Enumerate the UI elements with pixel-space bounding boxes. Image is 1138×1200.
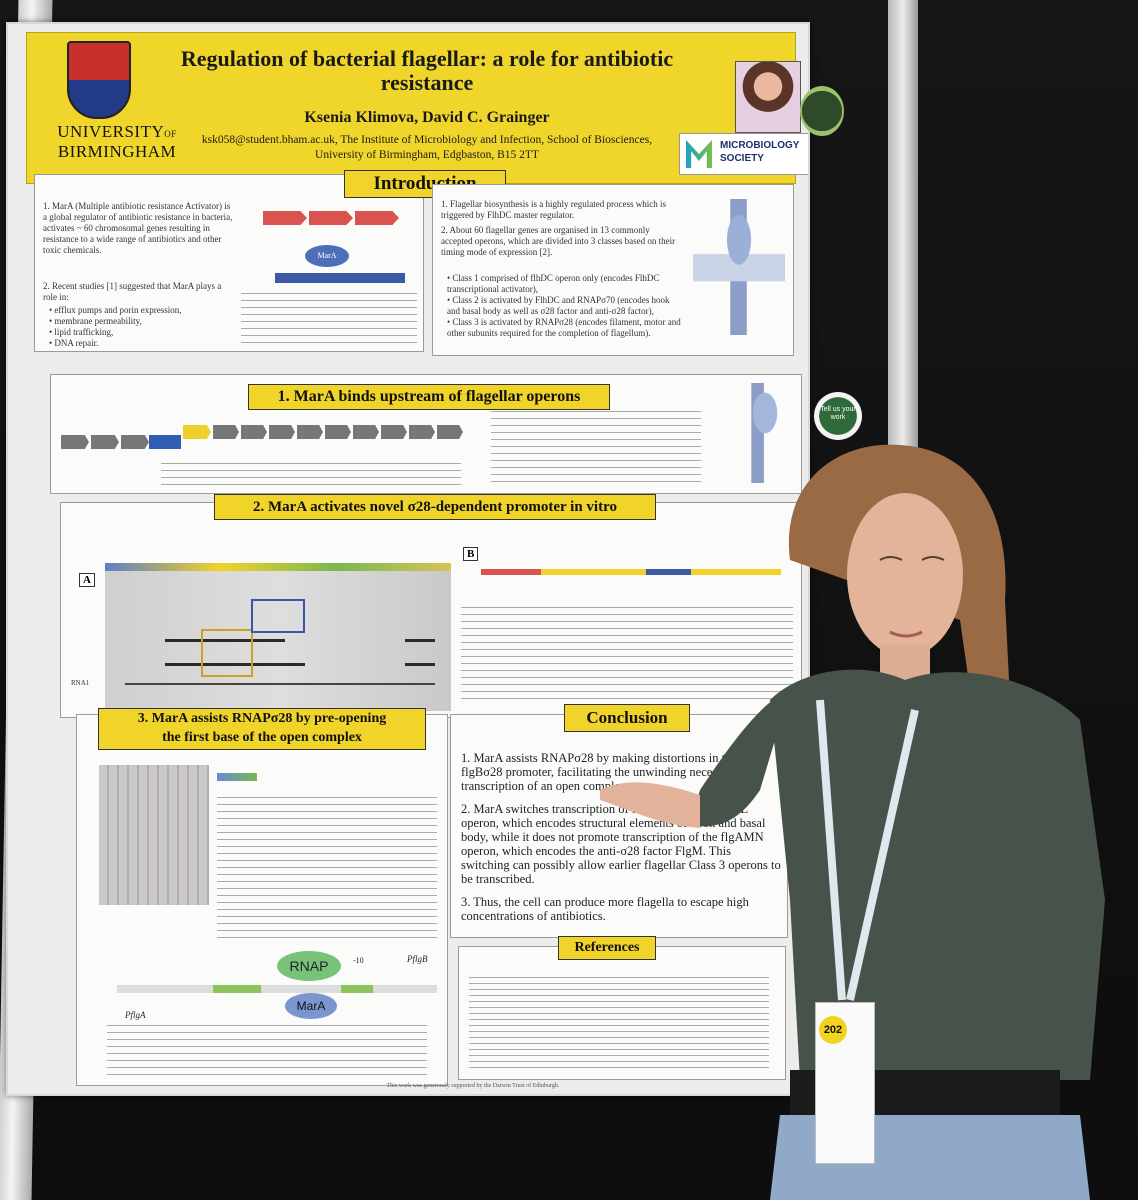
gel-image-a [105, 569, 451, 711]
board-frame-right [888, 0, 918, 450]
gel-highlight-box-1 [201, 629, 253, 677]
poster-banner: UNIVERSITYOF BIRMINGHAM Regulation of ba… [26, 32, 808, 184]
badge-number: 202 [819, 1016, 847, 1044]
microbiology-society-logo: MICROBIOLOGY SOCIETY [679, 133, 808, 175]
author-photo [735, 61, 801, 133]
marbox-line [275, 273, 405, 283]
references-list [469, 977, 769, 1073]
gel-band-3 [405, 639, 435, 642]
references-panel [458, 946, 786, 1080]
figure-7-caption [107, 1025, 427, 1077]
board-sticker-green [800, 86, 844, 136]
intro-list: • efflux pumps and porin expression, • m… [49, 305, 182, 348]
flg-gene-l [437, 425, 463, 439]
intro-right-text: 1. Flagellar biosynthesis is a highly re… [441, 199, 666, 220]
flg-gene-k [409, 425, 435, 439]
mara-shape: MarA [285, 993, 337, 1019]
section-3-header: 3. MarA assists RNAPσ28 by pre-opening th… [98, 708, 426, 750]
flg-gene-g [297, 425, 323, 439]
figure-1-caption [241, 293, 417, 345]
footprint-legend-bar [217, 773, 257, 781]
board-sticker-work: Tell us your work [814, 392, 862, 440]
flg-gene-d [213, 425, 239, 439]
pflga-label: PflgA [125, 1010, 146, 1020]
flg-gene-e [241, 425, 267, 439]
figure-3-caption [161, 463, 461, 485]
flg-gene-f [269, 425, 295, 439]
section-2-panel: A RNA1 B [60, 502, 802, 718]
university-name: UNIVERSITYOF BIRMINGHAM [57, 122, 177, 161]
gel-band-2 [165, 663, 305, 666]
conclusion-text: 1. MarA assists RNAPσ28 by making distor… [461, 751, 781, 932]
section-1-header: 1. MarA binds upstream of flagellar oper… [248, 384, 610, 410]
society-m-icon [686, 140, 712, 168]
flg-gene-a [61, 435, 89, 449]
intergenic-region-scheme [481, 569, 781, 575]
figure-6-caption [217, 797, 437, 943]
flg-gene-i [353, 425, 379, 439]
scientific-poster: UNIVERSITYOF BIRMINGHAM Regulation of ba… [6, 22, 810, 1096]
intro-left-text: 1. MarA (Multiple antibiotic resistance … [43, 201, 233, 255]
conclusion-point-1: 1. MarA assists RNAPσ28 by making distor… [461, 751, 768, 793]
figure-4-caption [491, 411, 701, 487]
poster-authors: Ksenia Klimova, David C. Grainger [304, 109, 550, 126]
marbox-rect [149, 435, 181, 449]
gel-band-1 [165, 639, 285, 642]
gel-highlight-box-2 [251, 599, 305, 633]
flg-gene-b [91, 435, 119, 449]
gel-condition-bar [105, 563, 451, 571]
flgb-gene [183, 425, 211, 439]
gel-image-footprint [99, 765, 209, 905]
marb-gene [355, 211, 399, 225]
figure-5-caption [461, 607, 793, 705]
section-3-panel: RNAP MarA -10 PflgB PflgA [76, 714, 448, 1086]
promoter-sequence [117, 985, 437, 993]
university-crest-icon [67, 41, 131, 119]
rnap-shape: RNAP [277, 951, 341, 981]
poster-footer: This work was generously supported by th… [386, 1083, 560, 1089]
references-header: References [558, 936, 656, 960]
conclusion-point-3: 3. Thus, the cell can produce more flage… [461, 895, 749, 923]
intro-right-text-2: 2. About 60 flagellar genes are organise… [441, 225, 676, 257]
poster-affiliation: ksk058@student.bham.ac.uk, The Institute… [201, 134, 653, 161]
conclusion-point-2: 2. MarA switches transcription of the fl… [461, 802, 781, 886]
intro-left-panel: 1. MarA (Multiple antibiotic resistance … [34, 174, 424, 352]
section-2-header: 2. MarA activates novel σ28-dependent pr… [214, 494, 656, 520]
rna1-label: RNA1 [71, 679, 90, 687]
conclusion-header: Conclusion [564, 704, 690, 732]
conclusion-panel: 1. MarA assists RNAPσ28 by making distor… [450, 714, 788, 938]
mara-gene [309, 211, 353, 225]
intro-classes: • Class 1 comprised of flhDC operon only… [447, 273, 681, 338]
intro-right-panel: 1. Flagellar biosynthesis is a highly re… [432, 184, 794, 356]
flg-gene-h [325, 425, 351, 439]
pflgb-label: PflgB [407, 954, 428, 964]
minus10-label: -10 [353, 956, 364, 965]
flagellum-diagram [693, 199, 785, 335]
marr-gene [263, 211, 307, 225]
flg-gene-j [381, 425, 407, 439]
flagellum-diagram-2 [723, 383, 793, 483]
gel-band-4 [405, 663, 435, 666]
panel-a-label: A [79, 573, 95, 587]
intro-left-text-2: 2. Recent studies [1] suggested that Mar… [43, 281, 222, 302]
mara-protein: MarA [305, 245, 349, 267]
sticker-text: Tell us your work [820, 406, 856, 421]
panel-b-label: B [463, 547, 479, 561]
gel-band-rna1 [125, 683, 435, 685]
flg-gene-c [121, 435, 149, 449]
poster-title: Regulation of bacterial flagellar: a rol… [180, 46, 674, 95]
